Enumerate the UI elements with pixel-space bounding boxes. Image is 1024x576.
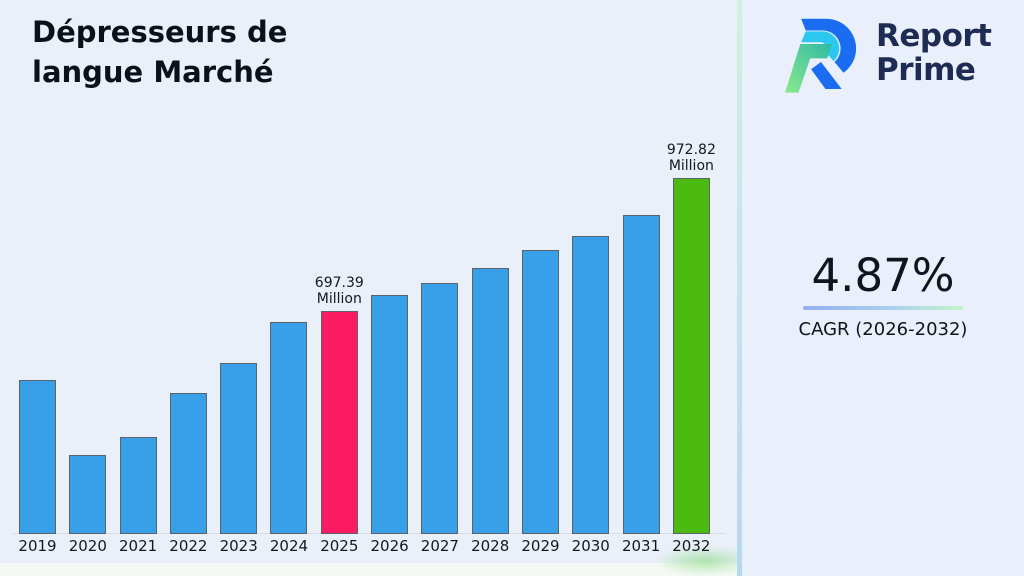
right-panel: Report Prime 4.87% CAGR (2026-2032) (742, 0, 1024, 576)
bar-column-2029: 2029 (521, 249, 560, 558)
logo-text-line2: Prime (876, 52, 976, 88)
panel-divider (737, 0, 742, 576)
x-tick-2020: 2020 (68, 537, 107, 555)
cagr-stat: 4.87% CAGR (2026-2032) (742, 249, 1024, 341)
report-prime-logo-mark (785, 18, 857, 93)
x-tick-2024: 2024 (269, 537, 309, 555)
report-prime-logo-text: Report Prime (876, 19, 992, 87)
cagr-label: CAGR (2026-2032) (798, 319, 968, 340)
bar-2019 (19, 380, 56, 534)
bar-2028 (471, 267, 509, 534)
cagr-value: 4.87% (811, 249, 955, 302)
bar-column-2032: 972.82 Million 2032 (667, 142, 716, 558)
bar-2031 (622, 214, 660, 534)
bar-column-2030: 2030 (571, 235, 610, 558)
cagr-underline-decoration (803, 306, 963, 310)
bar-column-2020: 2020 (68, 455, 107, 558)
data-label-2032: 972.82 Million (666, 141, 716, 174)
x-tick-2029: 2029 (521, 537, 560, 555)
bar-2021 (119, 436, 157, 534)
bars-container: 2019 2020 2021 2022 2023 2024 697.39 Million 20… (18, 142, 716, 559)
x-tick-2019: 2019 (18, 537, 57, 555)
bar-column-2023: 2023 (219, 362, 258, 558)
logo-text-line1: Report (876, 18, 992, 54)
x-tick-2025: 2025 (320, 537, 359, 555)
bar-2020 (69, 455, 107, 534)
chart-bottom-strip (0, 563, 737, 576)
x-tick-2028: 2028 (471, 537, 510, 555)
page-title-line2: langue Marché (32, 55, 274, 89)
data-label-2025: 697.39 Million (314, 274, 364, 307)
bar-column-2019: 2019 (18, 380, 57, 558)
x-tick-2031: 2031 (621, 537, 661, 555)
bar-2025 (320, 310, 358, 534)
x-tick-2032: 2032 (672, 537, 711, 555)
bar-column-2026: 2026 (370, 294, 409, 558)
bar-2023 (220, 362, 258, 534)
x-tick-2022: 2022 (169, 537, 208, 555)
page-title-line1: Dépresseurs de (32, 15, 288, 49)
bar-2030 (572, 235, 610, 534)
x-tick-2023: 2023 (219, 537, 258, 555)
x-axis-line (12, 533, 726, 534)
bar-column-2028: 2028 (471, 267, 510, 559)
bar-column-2025: 697.39 Million 2025 (315, 275, 364, 558)
bar-2022 (169, 392, 207, 534)
bar-2026 (371, 294, 409, 534)
bar-2029 (521, 249, 559, 534)
bar-column-2024: 2024 (269, 321, 309, 558)
bar-column-2021: 2021 (119, 436, 158, 558)
x-tick-2026: 2026 (370, 537, 409, 555)
x-tick-2021: 2021 (119, 537, 158, 555)
bar-2027 (421, 282, 459, 534)
x-tick-2027: 2027 (420, 537, 459, 555)
page-title: Dépresseurs de langue Marché (32, 12, 287, 92)
report-prime-logo: Report Prime (776, 10, 992, 96)
bar-2032 (672, 177, 710, 534)
bar-column-2027: 2027 (420, 282, 459, 559)
bar-column-2022: 2022 (169, 392, 208, 558)
bar-column-2031: 2031 (621, 214, 661, 558)
x-tick-2030: 2030 (571, 537, 610, 555)
bar-2024 (270, 321, 308, 534)
